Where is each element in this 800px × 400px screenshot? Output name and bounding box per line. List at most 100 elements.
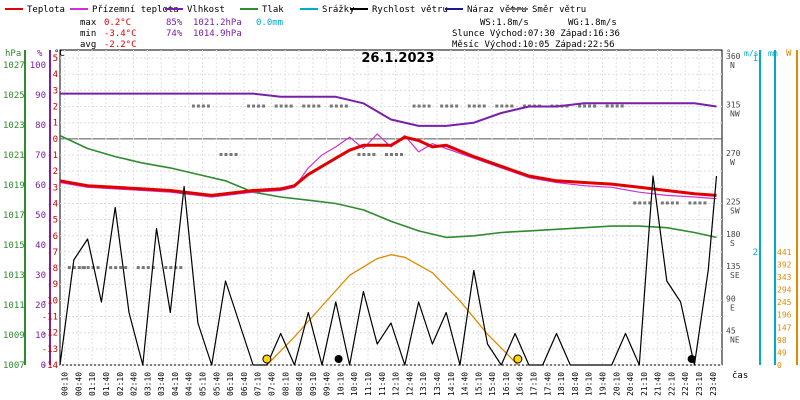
tick-time: 11:40	[378, 372, 387, 396]
wind-direction-point	[675, 201, 679, 205]
tick-time: 21:40	[654, 372, 663, 396]
wind-direction-point	[317, 104, 321, 108]
tick-temp: -8	[47, 264, 58, 274]
tick-humidity: 40	[35, 241, 46, 251]
stat-label: avg	[80, 40, 96, 50]
legend-label: Směr větru	[532, 5, 586, 15]
wind-direction-point	[698, 201, 702, 205]
wind-direction-point	[593, 104, 597, 108]
plot-frame	[59, 49, 723, 366]
tick-pressure: 1015	[3, 241, 25, 251]
wind-direction-point	[522, 104, 526, 108]
tick-temp: 1	[53, 119, 58, 129]
tick-direction-deg: 90	[726, 294, 736, 303]
info-moon: Měsíc Východ:10:05 Západ:22:56	[452, 40, 615, 50]
tick-pressure: 1019	[3, 181, 25, 191]
info-wind-speed: WS:1.8m/s	[480, 18, 529, 28]
tick-direction-deg: 315	[726, 101, 741, 110]
tick-temp: -7	[47, 248, 58, 258]
wind-direction-point	[610, 104, 614, 108]
tick-time: 22:40	[681, 372, 690, 396]
series-pressure	[59, 134, 717, 239]
stat-pressure: 1014.9hPa	[193, 29, 242, 39]
tick-temp: -2	[47, 167, 58, 177]
wind-direction-point	[91, 266, 95, 270]
wind-direction-point	[302, 104, 306, 108]
stat-pressure: 1021.2hPa	[193, 18, 242, 28]
wind-direction-point	[201, 104, 205, 108]
wind-direction-point	[344, 104, 348, 108]
tick-pressure: 1025	[3, 91, 25, 101]
tick-time: 10:10	[336, 372, 345, 396]
axis-unit-mm: mm	[768, 49, 778, 58]
tick-wind-speed: 1	[753, 54, 758, 64]
wind-direction-point	[660, 201, 664, 205]
tick-direction-name: W	[730, 158, 735, 167]
tick-temp: -6	[47, 232, 58, 242]
wind-direction-point	[262, 104, 266, 108]
legend: Teplota Přízemní teplota Vlhkost Tlak Srážky…	[5, 5, 586, 15]
tick-pressure: 1021	[3, 151, 25, 161]
tick-humidity: 20	[35, 301, 46, 311]
chart-title: 26.1.2023	[361, 51, 434, 66]
tick-time: 07:40	[267, 372, 276, 396]
tick-temp: 3	[53, 86, 58, 96]
wind-direction-point	[417, 104, 421, 108]
wind-direction-point	[505, 104, 509, 108]
axis-unit-direction: °	[726, 49, 731, 59]
wind-direction-point	[445, 104, 449, 108]
wind-direction-point	[307, 104, 311, 108]
tick-pressure: 1009	[3, 331, 25, 341]
tick-temp: -4	[47, 199, 58, 209]
tick-direction-deg: 225	[726, 197, 741, 206]
tick-solar: 294	[777, 286, 792, 295]
wind-direction-point	[578, 104, 582, 108]
tick-time: 17:10	[530, 372, 539, 396]
tick-temp: -1	[47, 151, 58, 161]
wind-direction-point	[179, 266, 183, 270]
tick-humidity: 50	[35, 211, 46, 221]
stat-temperature: 0.2°C	[104, 18, 131, 28]
tick-pressure: 1017	[3, 211, 25, 221]
wind-direction-point	[312, 104, 316, 108]
axis-unit-temp: °C	[54, 49, 65, 59]
wind-direction-point	[257, 104, 261, 108]
wind-direction-point	[67, 266, 71, 270]
tick-humidity: 0	[41, 361, 46, 371]
tick-time: 00:10	[61, 372, 70, 396]
axes: hPa% °C ° m/s mm W543210-1-2-3-4-5-6-7-8-9-10…	[3, 49, 798, 396]
tick-temp: -13	[42, 345, 58, 355]
stat-humidity: 85%	[166, 18, 183, 28]
wind-direction-point	[86, 266, 90, 270]
wind-direction-point	[191, 104, 195, 108]
tick-humidity: 90	[35, 91, 46, 101]
wind-direction-point	[77, 266, 81, 270]
wind-direction-point	[206, 104, 210, 108]
wind-direction-point	[289, 104, 293, 108]
legend-label: Vlhkost	[187, 5, 225, 15]
stat-temperature: -2.2°C	[104, 40, 137, 50]
tick-time: 03:40	[157, 372, 166, 396]
wind-direction-point	[665, 201, 669, 205]
tick-humidity: 70	[35, 151, 46, 161]
wind-direction-point	[500, 104, 504, 108]
tick-time: 06:10	[226, 372, 235, 396]
wind-direction-point	[169, 266, 173, 270]
wind-direction-point	[224, 153, 228, 156]
wind-direction-point	[219, 153, 223, 156]
wind-direction-point	[703, 201, 707, 205]
info-wind-gust: WG:1.8m/s	[568, 18, 617, 28]
wind-direction-point	[339, 104, 343, 108]
series-temperature	[59, 135, 717, 197]
tick-humidity: 100	[30, 61, 46, 71]
wind-direction-point	[427, 104, 431, 108]
wind-direction-point	[151, 266, 155, 270]
stats-block: max 0.2°C 85% 1021.2hPa 0.0mm min -3.4°C 74% 101…	[80, 18, 620, 50]
tick-pressure: 1011	[3, 301, 25, 311]
wind-direction-point	[395, 153, 398, 156]
tick-time: 16:10	[502, 372, 511, 396]
wind-direction-point	[638, 201, 642, 205]
sunrise-sunset-marker	[262, 354, 272, 364]
tick-humidity: 60	[35, 181, 46, 191]
wind-direction-point	[467, 104, 471, 108]
